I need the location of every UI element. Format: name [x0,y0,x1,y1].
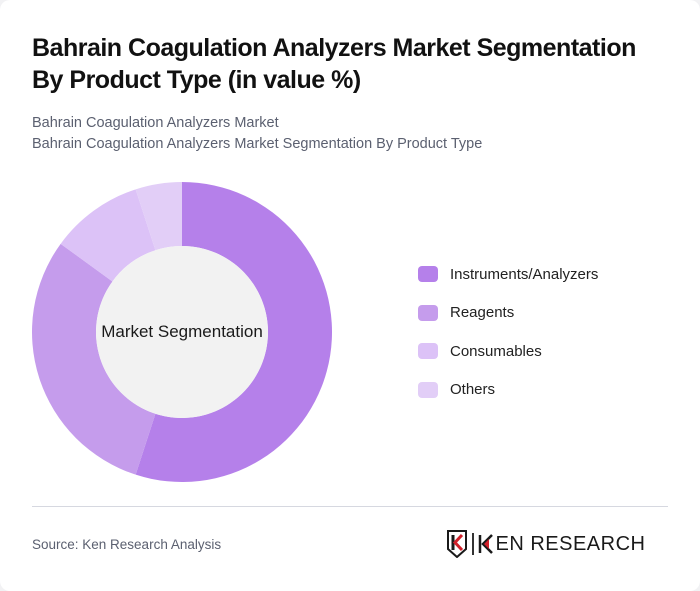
legend-item-instruments[interactable]: Instruments/Analyzers [418,264,598,284]
donut-svg [32,182,332,482]
donut-slice-instruments-analyzers[interactable] [135,182,332,482]
ken-shield-icon [447,530,467,558]
legend-item-consumables[interactable]: Consumables [418,341,598,361]
chart-subtitle-segmentation: Bahrain Coagulation Analyzers Market Seg… [32,136,483,152]
chart-title: Bahrain Coagulation Analyzers Market Seg… [32,34,636,94]
legend-label-others: Others [450,381,496,398]
ken-k-icon [478,534,493,554]
chart-subtitle-market: Bahrain Coagulation Analyzers Market [32,115,279,131]
legend-swatch-instruments [418,266,438,282]
donut-slice-others[interactable] [135,182,182,251]
legend-label-reagents: Reagents [450,304,515,321]
chart-legend: Instruments/Analyzers Reagents Consumabl… [418,264,598,418]
legend-swatch-consumables [418,343,438,359]
footer-divider [32,506,668,507]
logo-wordmark: EN RESEARCH [495,532,646,555]
legend-item-others[interactable]: Others [418,380,598,400]
legend-label-instruments: Instruments/Analyzers [450,265,599,283]
legend-label-consumables: Consumables [450,342,542,360]
legend-swatch-reagents [418,304,438,321]
logo-divider [472,533,474,555]
donut-center [96,246,268,418]
legend-item-reagents[interactable]: Reagents [418,303,598,323]
donut-chart: Market Segmentation [32,182,332,482]
legend-swatch-others [418,381,438,398]
donut-slice-reagents[interactable] [32,243,156,475]
ken-research-logo: EN RESEARCH [446,530,645,558]
donut-slice-consumables[interactable] [60,189,156,282]
source-note: Source: Ken Research Analysis [32,537,222,552]
